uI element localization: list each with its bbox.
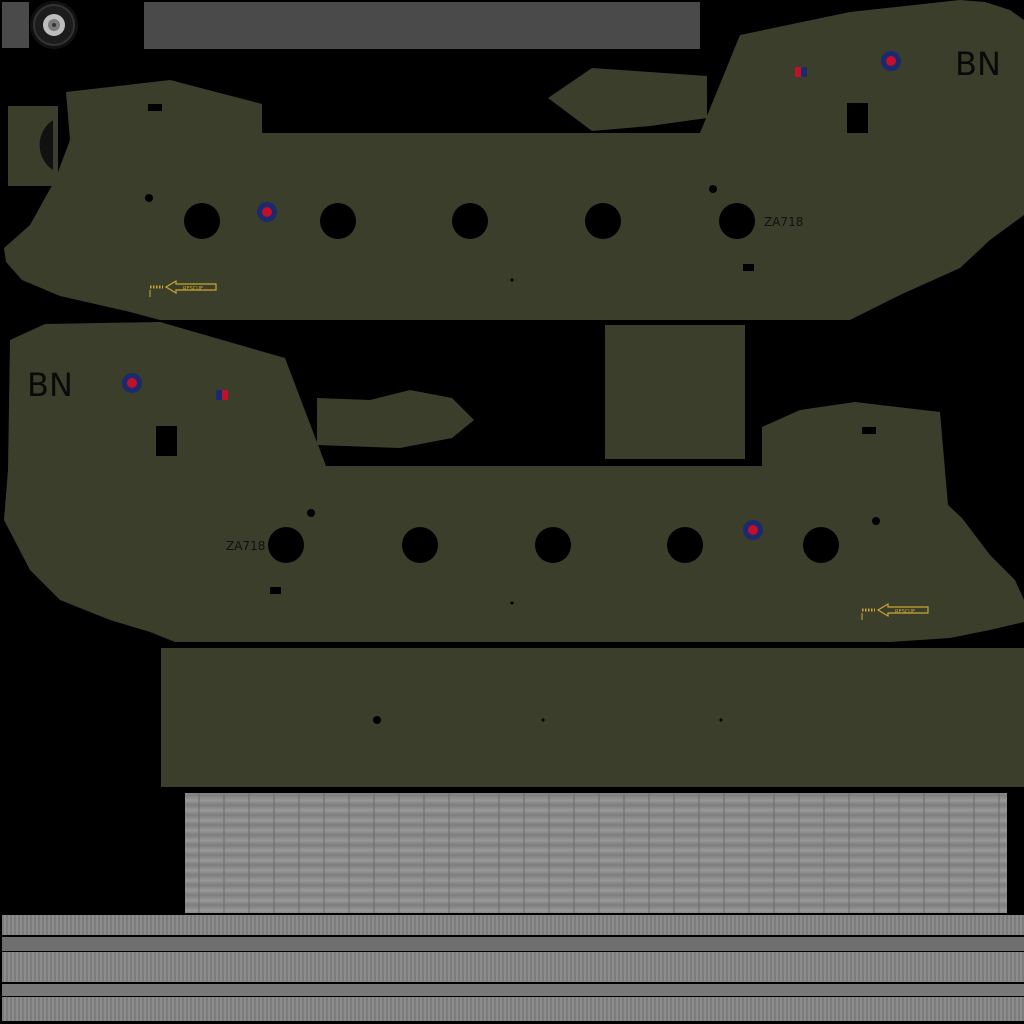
window: [268, 527, 304, 563]
rivet-light: [709, 185, 717, 193]
rescue-label-upper: RESCUE: [183, 286, 203, 292]
serial-lower: ZA718: [226, 539, 265, 553]
vent-slot: [743, 264, 754, 271]
rescue-arrow-icon: RESCUE: [861, 602, 929, 620]
nose-window: [39, 120, 53, 170]
rivet-light: [145, 194, 153, 202]
belly-panel: [161, 648, 1024, 787]
fin-flash-icon: [795, 67, 807, 77]
vent-slot: [270, 587, 281, 594]
wheel-icon: [30, 1, 78, 49]
metal-panel-upper: [185, 793, 1007, 913]
olive-swatch: [605, 325, 745, 459]
fin-flash-icon: [216, 390, 228, 400]
raf-roundel-icon: [257, 202, 277, 222]
rivet-light: [373, 716, 381, 724]
rivet-light: [510, 278, 514, 282]
rescue-arrow-icon: RESCUE: [149, 279, 217, 297]
rivet-light: [307, 509, 315, 517]
window: [320, 203, 356, 239]
upper-fuselage-body: [4, 0, 1024, 320]
raf-roundel-icon: [122, 373, 142, 393]
top-grey-strip: [144, 2, 700, 49]
upper-fuselage-panel: BN ZA718 RESCUE: [4, 0, 1024, 320]
lower-fuselage-panel: BN ZA718 RESCUE: [4, 322, 1024, 642]
rivet-light: [510, 601, 514, 605]
squadron-code-upper: BN: [955, 45, 1001, 83]
rivet-light: [719, 718, 723, 722]
lower-fuselage-body: [4, 322, 1024, 642]
squadron-code-lower: BN: [27, 366, 73, 404]
window: [452, 203, 488, 239]
rivet-light: [872, 517, 880, 525]
raf-roundel-icon: [881, 51, 901, 71]
vent-slot: [148, 104, 162, 111]
grey-swatch: [2, 2, 29, 48]
rear-door: [847, 103, 868, 133]
window: [719, 203, 755, 239]
raf-roundel-icon: [743, 520, 763, 540]
lower-engine-pod: [317, 390, 474, 448]
rescue-label-lower: RESCUE: [895, 609, 915, 615]
rear-door: [156, 426, 177, 456]
upper-engine-pod: [548, 68, 707, 131]
window: [184, 203, 220, 239]
metal-ribbed-strip: [2, 915, 1024, 1021]
window: [667, 527, 703, 563]
window: [535, 527, 571, 563]
vent-slot: [862, 427, 876, 434]
serial-upper: ZA718: [764, 215, 803, 229]
window: [585, 203, 621, 239]
window: [402, 527, 438, 563]
rivet-light: [541, 718, 545, 722]
belly-body: [161, 648, 1024, 787]
window: [803, 527, 839, 563]
